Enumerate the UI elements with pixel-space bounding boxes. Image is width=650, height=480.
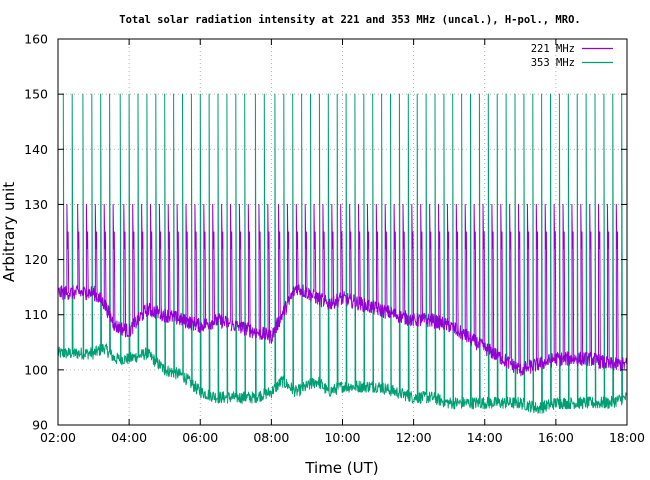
series-line-221-mhz: [57, 203, 628, 377]
y-tick-label: 100: [24, 362, 48, 377]
series-layer: [57, 93, 628, 414]
series-line-353-mhz: [57, 93, 628, 414]
y-axis-label: Arbitrary unit: [0, 182, 18, 282]
x-tick-label: 08:00: [253, 430, 289, 445]
x-tick-label: 16:00: [538, 430, 574, 445]
y-tick-label: 110: [24, 307, 48, 322]
x-tick-label: 02:00: [40, 430, 76, 445]
y-tick-label: 140: [24, 142, 48, 157]
x-tick-label: 14:00: [467, 430, 503, 445]
y-tick-label: 130: [24, 197, 48, 212]
x-tick-label: 12:00: [396, 430, 432, 445]
legend: 221 MHz 353 MHz: [531, 43, 613, 69]
x-tick-label: 06:00: [182, 430, 218, 445]
y-tick-label: 150: [24, 87, 48, 102]
legend-label: 353 MHz: [531, 57, 575, 69]
chart-title: Total solar radiation intensity at 221 a…: [119, 14, 580, 26]
x-tick-label: 18:00: [609, 430, 645, 445]
y-tick-label: 160: [24, 32, 48, 47]
legend-label: 221 MHz: [531, 43, 575, 55]
x-tick-label: 10:00: [324, 430, 360, 445]
x-tick-label: 04:00: [111, 430, 147, 445]
y-tick-label: 90: [32, 418, 48, 433]
y-tick-label: 120: [24, 252, 48, 267]
x-axis-label: Time (UT): [304, 459, 378, 477]
axes: 02:00 04:00 06:00 08:00 10:00 12:00 14:00 16:00…: [24, 32, 645, 446]
